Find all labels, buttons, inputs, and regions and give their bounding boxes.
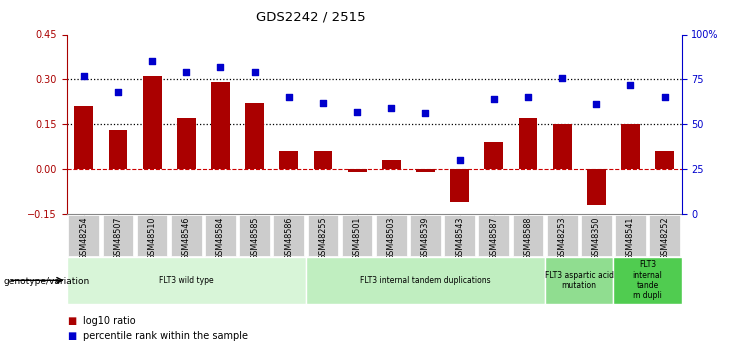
FancyBboxPatch shape bbox=[479, 215, 509, 256]
Point bbox=[146, 59, 158, 64]
Text: FLT3 wild type: FLT3 wild type bbox=[159, 276, 213, 285]
Text: GSM48543: GSM48543 bbox=[455, 217, 464, 260]
Bar bbox=[382, 160, 401, 169]
Bar bbox=[74, 106, 93, 169]
Text: GSM48510: GSM48510 bbox=[147, 217, 156, 260]
Point bbox=[591, 102, 602, 107]
Text: log10 ratio: log10 ratio bbox=[83, 316, 136, 326]
Bar bbox=[348, 169, 367, 172]
Point bbox=[522, 95, 534, 100]
FancyBboxPatch shape bbox=[102, 215, 133, 256]
Text: GSM48546: GSM48546 bbox=[182, 217, 190, 260]
FancyBboxPatch shape bbox=[547, 215, 577, 256]
FancyBboxPatch shape bbox=[614, 257, 682, 304]
Bar bbox=[313, 151, 333, 169]
Text: GSM48586: GSM48586 bbox=[285, 217, 293, 260]
Point bbox=[419, 111, 431, 116]
Text: FLT3 internal tandem duplications: FLT3 internal tandem duplications bbox=[360, 276, 491, 285]
Bar bbox=[587, 169, 605, 205]
Text: FLT3 aspartic acid
mutation: FLT3 aspartic acid mutation bbox=[545, 270, 614, 290]
FancyBboxPatch shape bbox=[67, 257, 306, 304]
FancyBboxPatch shape bbox=[581, 215, 611, 256]
Point bbox=[625, 82, 637, 88]
Bar bbox=[655, 151, 674, 169]
Text: GSM48254: GSM48254 bbox=[79, 217, 88, 260]
Text: GSM48503: GSM48503 bbox=[387, 217, 396, 260]
FancyBboxPatch shape bbox=[615, 215, 646, 256]
FancyBboxPatch shape bbox=[239, 215, 270, 256]
Text: ■: ■ bbox=[67, 332, 76, 341]
Point bbox=[317, 100, 329, 106]
FancyBboxPatch shape bbox=[410, 215, 441, 256]
Text: GSM48539: GSM48539 bbox=[421, 217, 430, 260]
Text: percentile rank within the sample: percentile rank within the sample bbox=[83, 332, 248, 341]
Bar bbox=[553, 124, 571, 169]
Bar bbox=[451, 169, 469, 202]
Text: GSM48587: GSM48587 bbox=[489, 217, 498, 260]
Bar bbox=[416, 169, 435, 172]
FancyBboxPatch shape bbox=[649, 215, 680, 256]
Point bbox=[488, 96, 499, 102]
FancyBboxPatch shape bbox=[171, 215, 202, 256]
Bar bbox=[621, 124, 640, 169]
Point bbox=[283, 95, 295, 100]
Text: GSM48507: GSM48507 bbox=[113, 217, 122, 260]
Text: ■: ■ bbox=[67, 316, 76, 326]
Text: GDS2242 / 2515: GDS2242 / 2515 bbox=[256, 10, 366, 23]
Point bbox=[351, 109, 363, 115]
Text: GSM48584: GSM48584 bbox=[216, 217, 225, 260]
FancyBboxPatch shape bbox=[445, 215, 475, 256]
Text: genotype/variation: genotype/variation bbox=[4, 277, 90, 286]
Point bbox=[659, 95, 671, 100]
Text: GSM48253: GSM48253 bbox=[558, 217, 567, 260]
Text: GSM48255: GSM48255 bbox=[319, 217, 328, 260]
FancyBboxPatch shape bbox=[205, 215, 236, 256]
Point bbox=[249, 69, 261, 75]
Point bbox=[112, 89, 124, 95]
Bar bbox=[143, 76, 162, 169]
Bar bbox=[211, 82, 230, 169]
FancyBboxPatch shape bbox=[545, 257, 614, 304]
Text: FLT3
internal
tande
m dupli: FLT3 internal tande m dupli bbox=[633, 260, 662, 300]
Text: GSM48588: GSM48588 bbox=[523, 217, 533, 260]
Bar bbox=[245, 103, 264, 169]
FancyBboxPatch shape bbox=[273, 215, 304, 256]
Text: GSM48585: GSM48585 bbox=[250, 217, 259, 260]
Point bbox=[180, 69, 192, 75]
FancyBboxPatch shape bbox=[306, 257, 545, 304]
Text: GSM48501: GSM48501 bbox=[353, 217, 362, 260]
FancyBboxPatch shape bbox=[137, 215, 167, 256]
Point bbox=[215, 64, 227, 70]
FancyBboxPatch shape bbox=[376, 215, 407, 256]
Text: GSM48350: GSM48350 bbox=[592, 217, 601, 260]
Point bbox=[385, 105, 397, 111]
Text: GSM48541: GSM48541 bbox=[626, 217, 635, 260]
Bar bbox=[108, 130, 127, 169]
FancyBboxPatch shape bbox=[308, 215, 339, 256]
Point bbox=[556, 75, 568, 80]
Point bbox=[453, 157, 465, 163]
Bar bbox=[177, 118, 196, 169]
Bar bbox=[279, 151, 298, 169]
FancyBboxPatch shape bbox=[342, 215, 373, 256]
FancyBboxPatch shape bbox=[68, 215, 99, 256]
Text: GSM48252: GSM48252 bbox=[660, 217, 669, 260]
Bar bbox=[485, 142, 503, 169]
Point bbox=[78, 73, 90, 79]
Bar bbox=[519, 118, 537, 169]
FancyBboxPatch shape bbox=[513, 215, 543, 256]
